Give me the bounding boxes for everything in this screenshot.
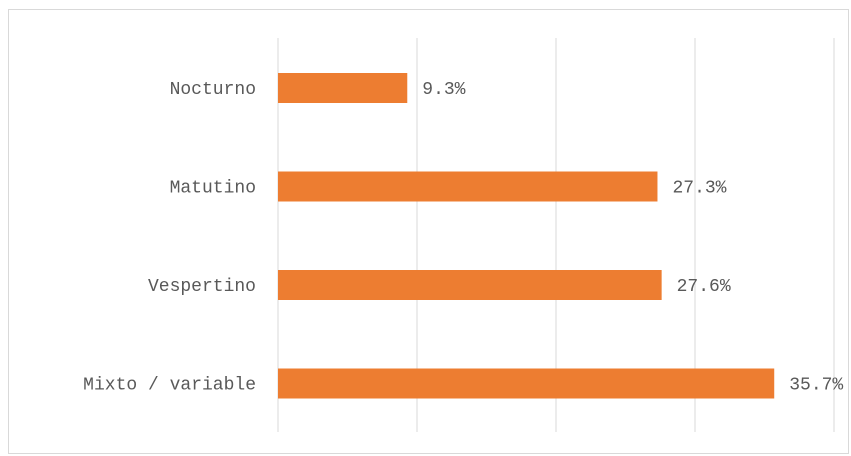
category-label-nocturno: Nocturno: [170, 80, 256, 100]
data-label-mixto-variable: 35.7%: [789, 376, 843, 396]
bar-matutino: [278, 171, 658, 202]
bar-mixto-variable: [278, 368, 775, 399]
category-label-matutino: Matutino: [170, 179, 256, 199]
gridlines: [277, 38, 835, 432]
bar-nocturno: [278, 73, 408, 103]
category-labels: Nocturno Matutino Vespertino Mixto / variab…: [83, 80, 256, 396]
bars: [278, 73, 775, 399]
bar-vespertino: [278, 270, 662, 300]
data-label-vespertino: 27.6%: [677, 277, 731, 297]
data-labels: 9.3% 27.3% 27.6% 35.7%: [422, 80, 843, 396]
category-label-vespertino: Vespertino: [148, 277, 256, 297]
category-label-mixto-variable: Mixto / variable: [83, 376, 256, 396]
data-label-nocturno: 9.3%: [422, 80, 465, 100]
data-label-matutino: 27.3%: [672, 179, 726, 199]
